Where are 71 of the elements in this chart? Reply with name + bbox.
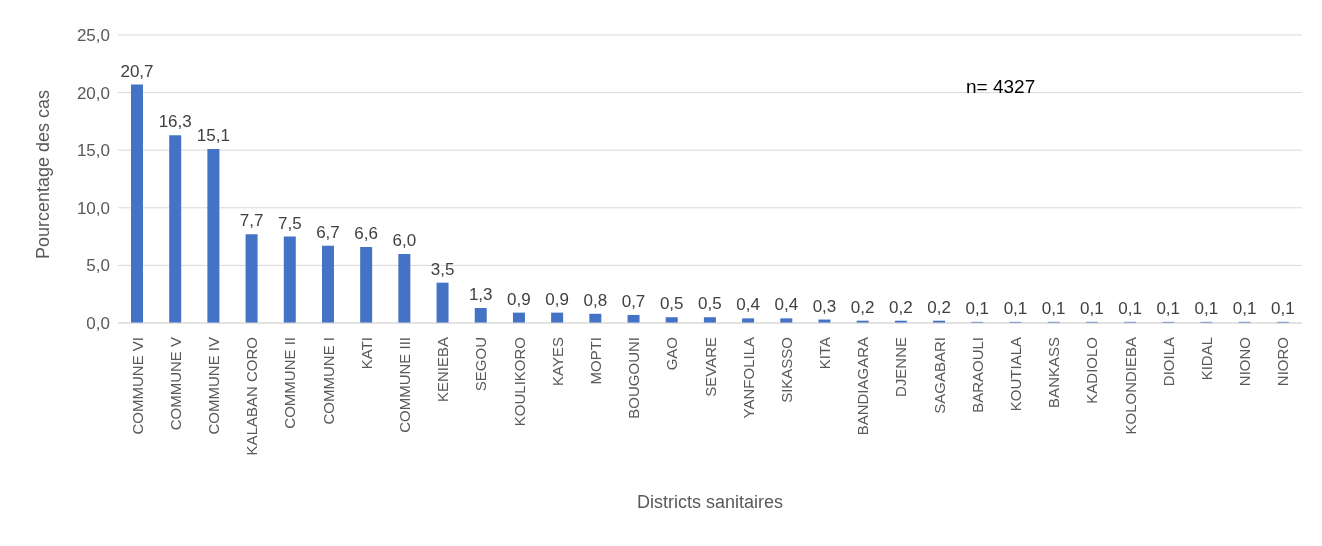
x-tick-label: SEGOU [472,337,490,392]
data-label: 0,4 [774,295,799,315]
x-tick-label: NIORO [1274,337,1292,387]
x-tick-label: YANFOLILA [739,337,757,419]
x-tick-label: DJENNE [892,337,910,398]
data-label: 0,1 [1156,298,1181,318]
x-tick-label: MOPTI [586,337,604,385]
data-label: 0,9 [507,289,531,309]
annotation: n= 4327 [966,76,1036,98]
x-tick-label: COMMUNE II [281,337,299,429]
x-tick-label: COMMUNE VI [128,337,146,435]
x-tick-label: DIOILA [1159,337,1177,387]
x-tick-label: NIONO [1236,337,1254,387]
data-label: 0,5 [698,294,722,314]
data-label: 0,1 [1194,298,1219,318]
data-label: 0,2 [927,297,951,317]
data-label: 0,8 [583,290,608,310]
data-label: 0,2 [889,297,913,317]
x-tick-label: COMMUNE V [166,337,184,431]
data-label: 0,1 [1080,298,1104,318]
data-label: 15,1 [196,126,230,146]
y-tick-label: 25,0 [76,26,110,46]
data-label: 6,7 [316,222,340,242]
data-label: 20,7 [120,61,154,81]
data-label: 6,0 [392,230,417,250]
data-label: 0,1 [965,298,990,318]
data-label: 0,4 [736,295,760,315]
x-tick-label: BANKASS [1045,337,1063,408]
data-label: 0,1 [1041,298,1066,318]
data-label: 0,1 [1270,298,1295,318]
x-tick-label: KOUTIALA [1007,337,1025,412]
x-tick-label: SAGABARI [930,337,948,414]
data-label: 7,7 [239,211,264,231]
y-axis-title: Pourcentage des cas [33,89,54,259]
y-tick-label: 20,0 [76,83,110,103]
x-tick-label: COMMUNE IV [204,337,222,435]
data-label: 0,7 [621,291,646,311]
x-tick-label: BARAOULI [968,337,986,413]
data-label: 3,5 [430,259,455,279]
data-label: 0,1 [1118,298,1142,318]
x-tick-label: KENIEBA [434,337,452,403]
x-tick-label: COMMUNE I [319,337,337,425]
data-label: 0,9 [545,289,569,309]
x-tick-label: KATI [357,337,375,370]
data-label: 0,3 [812,296,837,316]
x-tick-label: GAO [663,337,681,371]
y-tick-label: 5,0 [86,256,110,276]
x-tick-label: SIKASSO [777,337,795,403]
x-tick-label: KALABAN CORO [243,337,261,456]
x-tick-label: BANDIAGARA [854,337,872,436]
x-tick-label: KAYES [548,337,566,386]
data-label: 0,1 [1232,298,1257,318]
y-tick-label: 10,0 [76,198,110,218]
y-tick-label: 15,0 [76,141,110,161]
x-axis-title: Districts sanitaires [636,492,784,513]
data-label: 0,5 [659,294,684,314]
data-label: 7,5 [277,213,302,233]
data-label: 16,3 [158,112,192,132]
x-tick-label: SEVARE [701,337,719,397]
data-label: 0,1 [1003,298,1028,318]
x-tick-label: KADIOLO [1083,337,1101,404]
x-tick-label: KOULIKORO [510,337,528,427]
data-label: 0,2 [850,297,875,317]
y-tick-label: 0,0 [86,314,110,334]
x-tick-label: KIDAL [1198,337,1216,381]
x-tick-label: KOLONDIEBA [1121,337,1139,435]
data-label: 1,3 [468,285,493,305]
x-tick-label: BOUGOUNI [625,337,643,419]
data-label: 6,6 [354,223,378,243]
x-tick-label: COMMUNE III [395,337,413,433]
x-tick-label: KITA [816,337,834,370]
